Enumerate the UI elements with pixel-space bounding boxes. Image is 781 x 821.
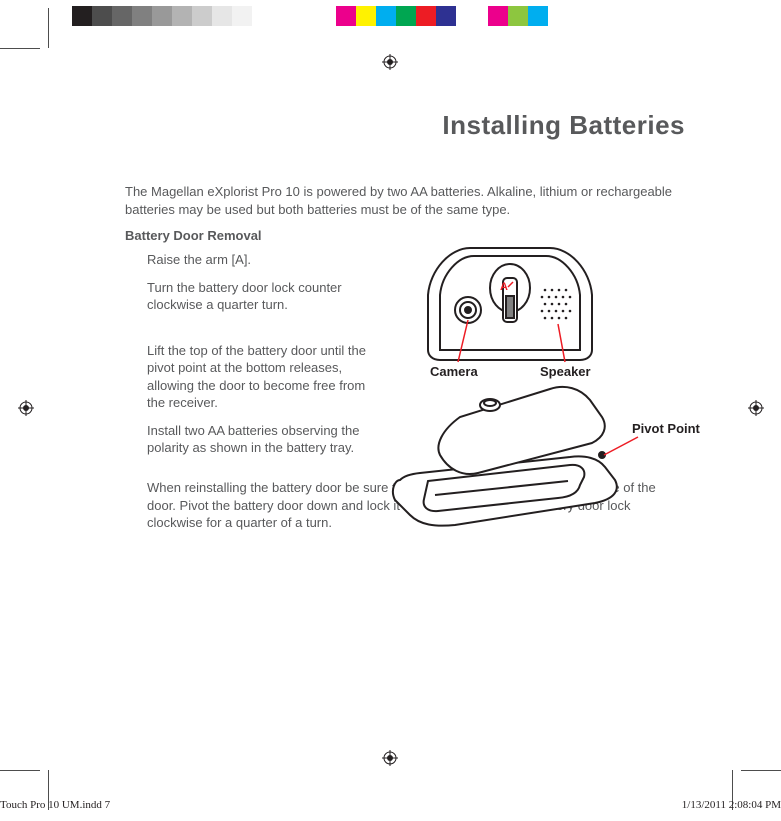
color-swatch	[356, 6, 376, 26]
registration-mark-top	[382, 54, 398, 70]
footer-filename: Touch Pro 10 UM.indd 7	[0, 799, 110, 811]
label-camera: Camera	[430, 364, 478, 379]
color-calibration-bar	[72, 6, 548, 26]
color-swatch	[488, 6, 508, 26]
label-a: A	[500, 281, 508, 293]
color-swatch	[396, 6, 416, 26]
registration-mark-right	[748, 400, 764, 416]
crop-mark	[0, 48, 40, 49]
step-1: Raise the arm [A].	[147, 251, 377, 269]
color-swatch	[152, 6, 172, 26]
label-speaker: Speaker	[540, 364, 591, 379]
page-title: Installing Batteries	[125, 110, 685, 141]
footer-timestamp: 1/13/2011 2:08:04 PM	[682, 799, 781, 811]
color-swatch	[456, 6, 488, 26]
color-swatch	[528, 6, 548, 26]
illustration-battery-door: Pivot Point	[380, 385, 700, 535]
color-swatch	[336, 6, 356, 26]
color-swatch	[192, 6, 212, 26]
label-pivot-point: Pivot Point	[632, 421, 700, 436]
color-swatch	[132, 6, 152, 26]
crop-mark	[0, 770, 40, 771]
color-swatch	[252, 6, 272, 26]
color-swatch	[304, 6, 336, 26]
step-4: Install two AA batteries observing the p…	[147, 422, 377, 457]
color-swatch	[508, 6, 528, 26]
color-swatch	[376, 6, 396, 26]
color-swatch	[436, 6, 456, 26]
registration-mark-bottom	[382, 750, 398, 766]
illustration-device-top: A Camera Speaker	[380, 240, 670, 380]
color-swatch	[416, 6, 436, 26]
crop-mark	[741, 770, 781, 771]
color-swatch	[232, 6, 252, 26]
step-2: Turn the battery door lock counter clock…	[147, 279, 377, 314]
intro-paragraph: The Magellan eXplorist Pro 10 is powered…	[125, 183, 685, 218]
color-swatch	[72, 6, 92, 26]
crop-mark	[48, 8, 49, 48]
color-swatch	[212, 6, 232, 26]
color-swatch	[172, 6, 192, 26]
step-3: Lift the top of the battery door until t…	[147, 342, 377, 412]
color-swatch	[92, 6, 112, 26]
registration-mark-left	[18, 400, 34, 416]
color-swatch	[112, 6, 132, 26]
color-swatch	[272, 6, 304, 26]
